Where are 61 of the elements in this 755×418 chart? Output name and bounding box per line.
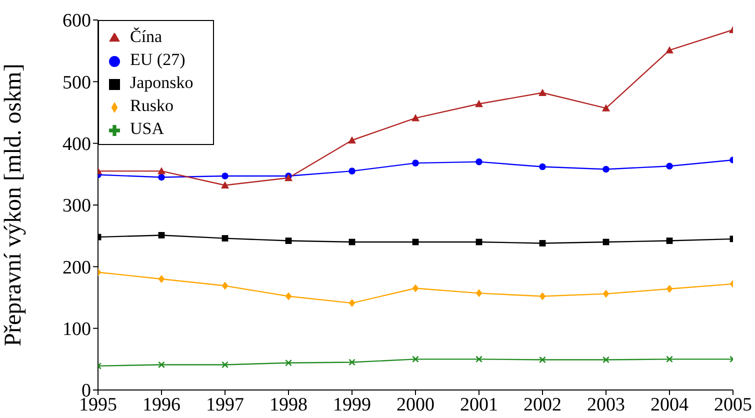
point [666, 162, 673, 170]
point [285, 359, 292, 366]
x-tick-label: 2004 [650, 394, 689, 416]
point [602, 290, 610, 298]
x-tick-label: 1999 [333, 394, 371, 416]
point [412, 284, 419, 292]
legend-label: EU (27) [130, 50, 186, 69]
point [602, 356, 610, 364]
point [476, 356, 482, 363]
point [221, 181, 229, 188]
point [666, 238, 673, 244]
point [222, 361, 228, 368]
point [539, 240, 546, 246]
point [539, 163, 546, 170]
point [348, 358, 356, 366]
y-tick-label: 300 [62, 196, 91, 217]
legend-label: USA [130, 119, 164, 138]
point [666, 46, 674, 54]
point [348, 136, 356, 144]
y-tick-label: 100 [62, 319, 91, 340]
point [539, 356, 546, 364]
point [348, 168, 356, 174]
point [539, 292, 546, 300]
point [412, 114, 420, 122]
y-tick-label: 600 [62, 10, 91, 32]
point [538, 88, 546, 96]
point [666, 284, 673, 293]
legend-label: Rusko [130, 96, 174, 115]
point [412, 160, 419, 166]
point [285, 292, 292, 300]
x-tick-label: 2005 [714, 394, 752, 416]
x-tick-label: 1997 [206, 394, 244, 416]
point [476, 289, 482, 298]
y-tick-label: 400 [62, 134, 91, 156]
point [475, 100, 483, 108]
point [158, 361, 165, 368]
point [158, 167, 166, 174]
point [158, 232, 165, 238]
point [222, 282, 228, 290]
point [348, 299, 356, 308]
point [476, 158, 482, 166]
x-tick-label: 1998 [270, 394, 308, 416]
x-tick-label: 2003 [587, 394, 625, 416]
x-tick-label: 2001 [460, 394, 498, 416]
y-axis-title: Přepravní výkon [mld. oskm] [0, 64, 27, 346]
legend-label: Čína [130, 27, 162, 46]
point [158, 174, 165, 181]
y-tick-label: 200 [62, 257, 91, 278]
point [666, 356, 673, 363]
point [222, 235, 228, 242]
x-tick-label: 1996 [142, 394, 180, 416]
y-tick-label: 500 [62, 72, 91, 94]
point [285, 238, 292, 244]
legend-label: Japonsko [130, 73, 194, 92]
point [158, 275, 165, 283]
x-tick-label: 2000 [396, 394, 434, 416]
point [602, 104, 610, 112]
point [602, 166, 610, 173]
point [412, 356, 419, 363]
x-tick-label: 2002 [524, 394, 562, 416]
point [222, 172, 228, 180]
